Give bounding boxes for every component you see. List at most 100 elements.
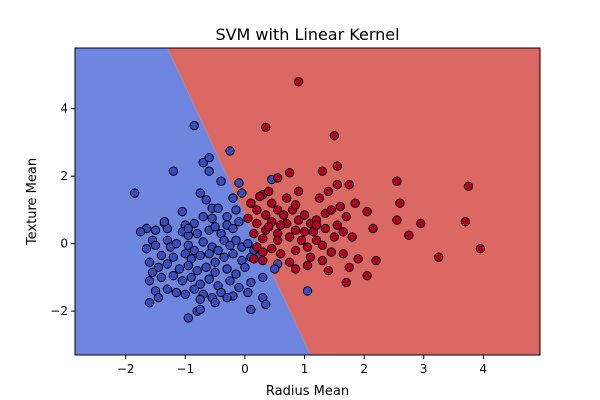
- benign-point: [156, 272, 167, 283]
- y-tick-label: 2: [60, 169, 68, 183]
- x-tick-label: 0: [241, 362, 249, 376]
- benign-point: [240, 262, 250, 272]
- benign-point: [162, 259, 173, 269]
- benign-point: [246, 304, 256, 315]
- benign-point: [228, 193, 238, 203]
- benign-point: [150, 225, 161, 235]
- malignant-point: [317, 166, 328, 176]
- malignant-point: [347, 232, 357, 242]
- malignant-point: [284, 232, 295, 242]
- benign-point: [189, 218, 199, 229]
- malignant-point: [368, 223, 378, 234]
- benign-point: [195, 294, 205, 305]
- benign-point: [228, 249, 238, 259]
- benign-point: [189, 245, 199, 256]
- malignant-point: [392, 176, 402, 186]
- y-axis-label: Texture Mean: [25, 158, 40, 246]
- benign-point: [225, 276, 235, 286]
- malignant-point: [249, 228, 259, 239]
- benign-point: [198, 237, 208, 247]
- malignant-point: [302, 260, 313, 271]
- benign-point: [195, 304, 205, 315]
- benign-point: [213, 203, 223, 213]
- malignant-point: [267, 198, 277, 208]
- malignant-point: [299, 210, 310, 220]
- benign-point: [195, 188, 205, 198]
- y-axis-ticks: −2 0 2 4: [50, 102, 75, 318]
- benign-point: [153, 292, 164, 303]
- malignant-point: [290, 225, 301, 235]
- x-tick-label: 3: [420, 362, 428, 376]
- benign-point: [153, 262, 164, 272]
- benign-point: [219, 252, 229, 262]
- malignant-point: [264, 186, 274, 197]
- benign-point: [210, 257, 220, 267]
- benign-point: [180, 249, 190, 259]
- malignant-point: [475, 244, 486, 254]
- benign-point: [195, 279, 205, 289]
- malignant-point: [290, 264, 301, 274]
- benign-point: [141, 244, 152, 254]
- benign-point: [192, 265, 202, 276]
- malignant-point: [362, 271, 372, 281]
- x-tick-label: 1: [301, 362, 309, 376]
- malignant-point: [395, 198, 405, 208]
- benign-point: [177, 206, 188, 217]
- malignant-point: [296, 235, 307, 246]
- malignant-point: [252, 218, 262, 229]
- benign-point: [180, 289, 190, 299]
- malignant-point: [344, 262, 354, 272]
- benign-point: [171, 238, 182, 249]
- benign-point: [231, 205, 241, 215]
- benign-point: [210, 267, 220, 278]
- malignant-point: [246, 198, 256, 208]
- malignant-point: [261, 210, 271, 220]
- malignant-point: [243, 213, 253, 224]
- y-tick-label: −2: [50, 304, 68, 318]
- malignant-point: [275, 249, 286, 259]
- benign-point: [243, 238, 253, 249]
- benign-point: [192, 228, 202, 239]
- benign-point: [225, 146, 235, 156]
- plot-area: [75, 48, 540, 355]
- benign-point: [204, 152, 214, 163]
- benign-point: [189, 284, 199, 294]
- benign-point: [261, 299, 271, 310]
- benign-point: [168, 271, 179, 281]
- benign-point: [144, 298, 155, 308]
- malignant-point: [392, 215, 402, 225]
- malignant-point: [338, 227, 348, 237]
- malignant-point: [293, 77, 304, 87]
- benign-point: [129, 188, 140, 198]
- benign-point: [234, 178, 244, 188]
- malignant-point: [338, 249, 348, 259]
- benign-point: [243, 287, 253, 298]
- malignant-point: [293, 215, 304, 225]
- malignant-point: [341, 211, 351, 222]
- malignant-point: [281, 193, 292, 203]
- benign-point: [213, 245, 223, 256]
- benign-point: [150, 240, 161, 251]
- y-tick-label: 0: [60, 237, 68, 251]
- benign-point: [144, 257, 155, 267]
- benign-point: [198, 158, 208, 168]
- benign-point: [177, 276, 188, 286]
- malignant-point: [329, 131, 340, 141]
- malignant-point: [311, 235, 322, 246]
- benign-point: [258, 272, 268, 283]
- malignant-point: [255, 191, 265, 202]
- malignant-point: [284, 168, 295, 178]
- malignant-point: [332, 179, 343, 190]
- x-axis-ticks: −2 −1 0 1 2 3 4: [117, 355, 487, 376]
- malignant-point: [258, 255, 268, 266]
- malignant-point: [433, 252, 444, 262]
- malignant-point: [416, 218, 426, 229]
- benign-point: [222, 264, 232, 274]
- malignant-point: [275, 220, 286, 230]
- benign-point: [302, 286, 313, 296]
- malignant-point: [362, 206, 372, 217]
- malignant-point: [272, 205, 283, 215]
- benign-point: [234, 282, 244, 293]
- benign-point: [171, 287, 182, 298]
- benign-point: [204, 166, 214, 176]
